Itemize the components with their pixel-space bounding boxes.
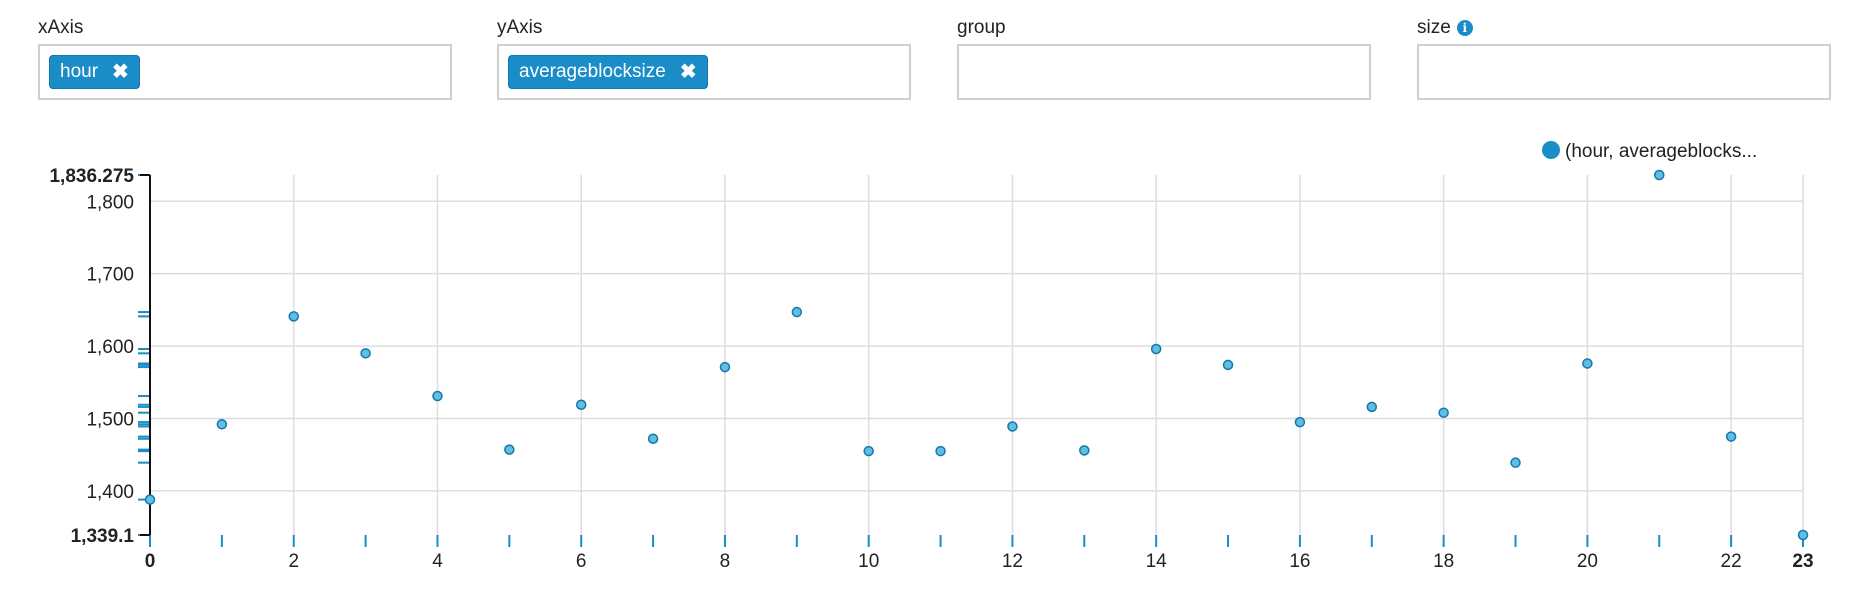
xaxis-field: xAxis hour ✖ [38,16,452,100]
y-tick-label: 1,500 [86,409,134,430]
y-min-label: 1,339.1 [71,526,135,547]
yaxis-select[interactable]: averageblocksize ✖ [497,44,911,100]
size-label: size [1417,17,1451,38]
data-point [1582,358,1593,369]
size-field: size i [1417,16,1831,100]
group-field: group [957,16,1371,100]
data-point [791,306,803,318]
data-point [863,445,874,457]
legend-marker [1542,141,1560,159]
data-point [144,494,156,505]
data-point [1797,529,1809,541]
data-point [1079,445,1090,456]
y-tick-label: 1,400 [86,482,134,503]
data-point [360,348,371,359]
group-select[interactable] [957,44,1371,100]
legend: (hour, averageblocks... [1542,141,1757,162]
data-point [575,399,587,410]
data-point [1366,401,1378,413]
xaxis-tag[interactable]: hour ✖ [49,55,140,89]
size-select[interactable] [1417,44,1831,100]
x-tick-label: 6 [576,551,587,570]
y-tick-label: 1,600 [86,337,134,358]
x-tick-label: 22 [1721,551,1742,570]
yaxis-field: yAxis averageblocksize ✖ [497,16,911,100]
data-point [1150,343,1162,355]
point-layer [144,169,1809,541]
xaxis-select[interactable]: hour ✖ [38,44,452,100]
data-point [935,445,946,457]
yaxis-tag-label: averageblocksize [519,61,666,82]
legend-label: (hour, averageblocks... [1565,141,1757,162]
yaxis-tag[interactable]: averageblocksize ✖ [508,55,708,89]
x-tick-label: 23 [1792,551,1813,570]
xaxis-tag-label: hour [60,61,99,82]
data-point [1654,169,1665,181]
yaxis-tag-remove-icon[interactable]: ✖ [679,61,697,83]
x-tick-label: 14 [1146,551,1168,570]
x-tick-label: 0 [145,551,156,570]
info-icon[interactable]: i [1456,20,1473,36]
data-point [1510,457,1521,468]
x-tick-label: 8 [720,551,731,570]
y-tick-label: 1,700 [86,265,134,286]
x-tick-label: 18 [1433,551,1454,570]
data-point [1222,359,1234,371]
x-tick-label: 16 [1289,551,1310,570]
data-point [432,390,443,402]
x-tick-label: 4 [432,551,443,570]
x-tick-label: 20 [1577,551,1598,570]
x-tick-label: 2 [288,551,299,570]
data-point [1007,421,1018,432]
data-point [1725,431,1737,442]
x-tick-label: 10 [858,551,879,570]
y-tick-label: 1,800 [86,192,134,213]
axis-layer: 1,400 1,500 1,600 1,700 1,800 1,339.1 1,836.27… [49,166,1813,570]
data-point [647,433,659,445]
data-point [216,419,228,430]
data-point [504,444,515,455]
size-label-row: size i [1417,16,1831,40]
data-point [1294,416,1306,428]
data-point [719,361,731,373]
xaxis-label: xAxis [38,17,84,38]
data-point [288,311,299,322]
data-point [1438,407,1449,418]
group-label: group [957,17,1006,38]
xaxis-tag-remove-icon[interactable]: ✖ [112,61,129,83]
yaxis-label: yAxis [497,17,543,38]
grid-layer [150,175,1804,535]
x-tick-label: 12 [1002,551,1023,570]
scatter-chart: 1,400 1,500 1,600 1,700 1,800 1,339.1 1,836.27… [49,141,1814,570]
y-max-label: 1,836.275 [49,166,134,187]
